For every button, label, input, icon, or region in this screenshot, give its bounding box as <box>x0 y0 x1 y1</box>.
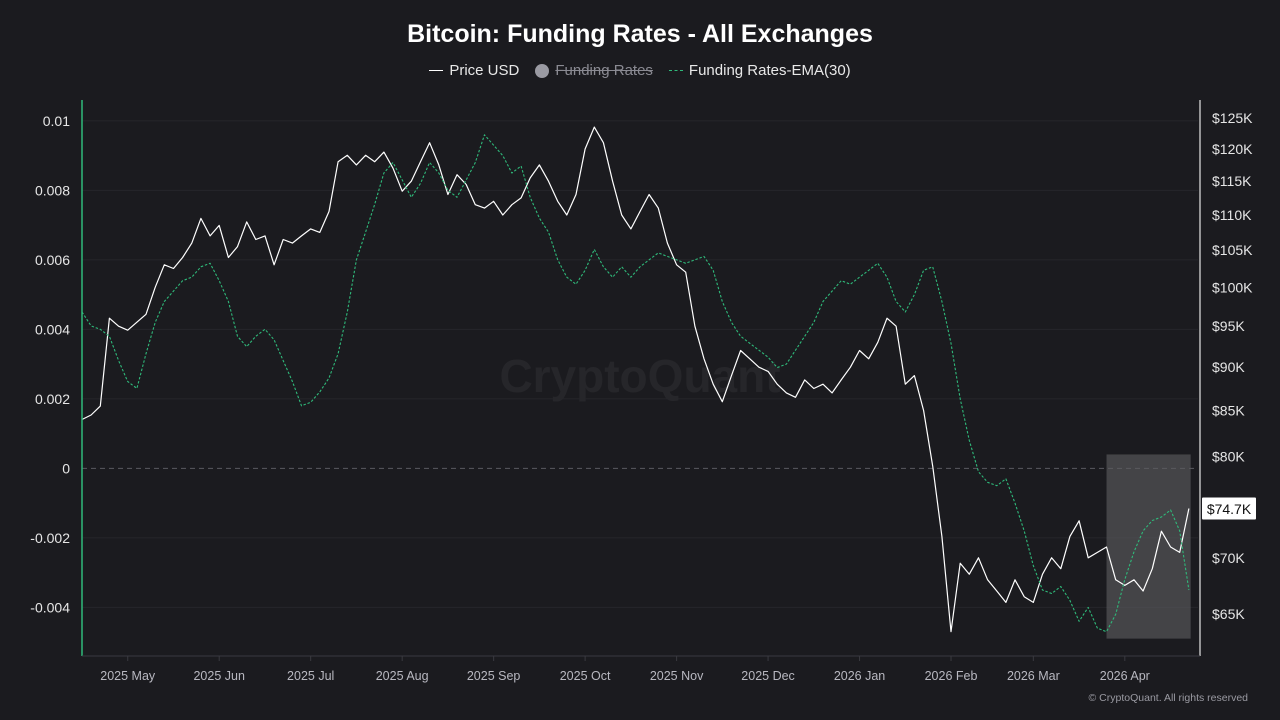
axes: 0.01 0.008 0.006 0.004 0.002 0 -0.002 -0.004 $12… <box>30 100 1256 683</box>
x-tick-label: 2025 Nov <box>650 669 704 683</box>
right-tick-label: $105K <box>1212 242 1253 258</box>
highlight-box <box>1106 454 1191 639</box>
watermark: CryptoQuant <box>499 350 780 402</box>
ema-line-icon <box>668 70 683 71</box>
right-tick-label: $90K <box>1212 359 1245 375</box>
series-layer <box>81 126 1190 633</box>
highlight-region <box>1106 454 1191 639</box>
right-tick-label: $80K <box>1212 449 1245 465</box>
x-tick-label: 2026 Jan <box>834 669 885 683</box>
legend-ema-label: Funding Rates-EMA(30) <box>688 62 851 79</box>
x-tick-label: 2025 Jun <box>193 669 244 683</box>
right-tick-label: $70K <box>1212 550 1245 566</box>
chart-legend: Price USD Funding Rates Funding Rates-EM… <box>0 62 1280 79</box>
left-tick-label: 0.008 <box>35 182 70 198</box>
x-tick-label: 2025 Oct <box>560 669 611 683</box>
right-tick-label: $95K <box>1212 318 1245 334</box>
legend-price-label: Price USD <box>449 62 520 79</box>
x-tick-label: 2025 Dec <box>741 669 795 683</box>
x-tick-label: 2026 Feb <box>925 669 978 683</box>
right-tick-label: $85K <box>1212 403 1245 419</box>
price-usd-line <box>81 126 1190 633</box>
left-tick-label: 0 <box>62 460 70 476</box>
x-tick-label: 2026 Apr <box>1100 669 1150 683</box>
legend-item-price[interactable]: Price USD <box>429 62 519 79</box>
x-tick-label: 2025 Sep <box>467 669 521 683</box>
legend-funding-label: Funding Rates <box>555 62 653 79</box>
x-tick-label: 2025 May <box>100 669 156 683</box>
funding-dot-icon <box>535 63 550 78</box>
left-tick-label: 0.002 <box>35 391 70 407</box>
right-tick-label: $100K <box>1212 279 1253 295</box>
right-tick-label: $110K <box>1212 207 1252 223</box>
right-tick-label: $115K <box>1212 173 1252 189</box>
copyright-notice: © CryptoQuant. All rights reserved <box>1088 692 1248 704</box>
left-tick-label: -0.002 <box>30 530 70 546</box>
legend-item-funding[interactable]: Funding Rates <box>535 62 653 79</box>
left-tick-label: 0.004 <box>35 321 70 337</box>
left-tick-label: 0.01 <box>43 113 70 129</box>
price-line-icon <box>429 70 444 71</box>
right-tick-label: $65K <box>1212 606 1245 622</box>
current-price-label: $74.7K <box>1207 501 1252 517</box>
x-tick-label: 2025 Jul <box>287 669 334 683</box>
x-tick-label: 2025 Aug <box>376 669 429 683</box>
left-tick-label: -0.004 <box>30 599 70 615</box>
current-price-badge <box>1202 497 1256 520</box>
left-tick-label: 0.006 <box>35 252 70 268</box>
gridlines <box>82 120 1198 608</box>
funding-ema-line <box>81 134 1190 633</box>
right-tick-label: $120K <box>1212 141 1253 157</box>
x-tick-label: 2026 Mar <box>1007 669 1060 683</box>
chart-title: Bitcoin: Funding Rates - All Exchanges <box>407 20 873 48</box>
legend-item-ema[interactable]: Funding Rates-EMA(30) <box>668 62 851 79</box>
right-tick-label: $125K <box>1212 110 1253 126</box>
